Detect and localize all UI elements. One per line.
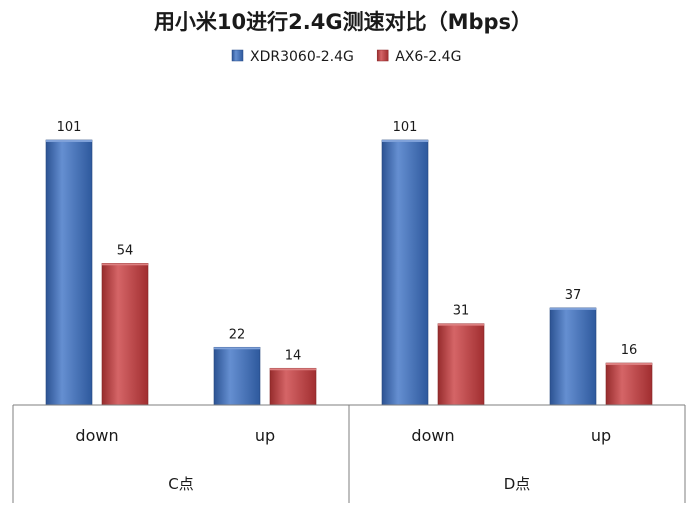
bar-xdr3060-2-4g-3: [549, 307, 597, 406]
bar-ax6-2-4g-3: [605, 362, 653, 406]
data-label: 14: [285, 348, 302, 363]
data-label: 54: [117, 243, 134, 258]
bar-xdr3060-2-4g-2: [381, 139, 429, 406]
bar-top-highlight: [46, 140, 92, 142]
bar-top-highlight: [606, 363, 652, 366]
bar-ax6-2-4g-0: [101, 263, 149, 406]
data-label: 22: [229, 327, 246, 342]
data-label: 16: [621, 343, 638, 358]
bar-xdr3060-2-4g-1: [213, 346, 261, 406]
bar-xdr3060-2-4g-0: [45, 139, 93, 406]
category-label: down: [75, 426, 118, 445]
data-label: 101: [393, 120, 418, 135]
bar-ax6-2-4g-2: [437, 323, 485, 406]
legend-item: AX6-2.4G: [376, 49, 461, 65]
legend-label: XDR3060-2.4G: [250, 49, 354, 65]
legend-swatch: [231, 49, 244, 62]
category-label: up: [591, 426, 611, 445]
group-label: C点: [168, 475, 193, 493]
bar-ax6-2-4g-1: [269, 367, 317, 406]
legend: XDR3060-2.4G AX6-2.4G: [231, 49, 461, 65]
bars: [45, 139, 653, 406]
legend-swatch: [376, 49, 389, 62]
data-label: 31: [453, 304, 470, 319]
bar-top-highlight: [214, 347, 260, 350]
group-label: D点: [504, 475, 531, 493]
legend-item: XDR3060-2.4G: [231, 49, 354, 65]
data-label: 37: [565, 288, 582, 303]
data-labels: 101 54 22 14 101 31 37 16: [57, 120, 638, 363]
data-label: 101: [57, 120, 82, 135]
bar-top-highlight: [550, 307, 596, 310]
legend-label: AX6-2.4G: [395, 49, 461, 65]
category-axis: down up C点 down up D点: [12, 404, 686, 503]
bar-top-highlight: [438, 323, 484, 326]
bar-top-highlight: [382, 140, 428, 142]
chart-title: 用小米10进行2.4G测速对比（Mbps）: [154, 10, 532, 34]
bar-top-highlight: [270, 368, 316, 371]
bar-top-highlight: [102, 263, 148, 266]
category-label: up: [255, 426, 275, 445]
category-label: down: [411, 426, 454, 445]
